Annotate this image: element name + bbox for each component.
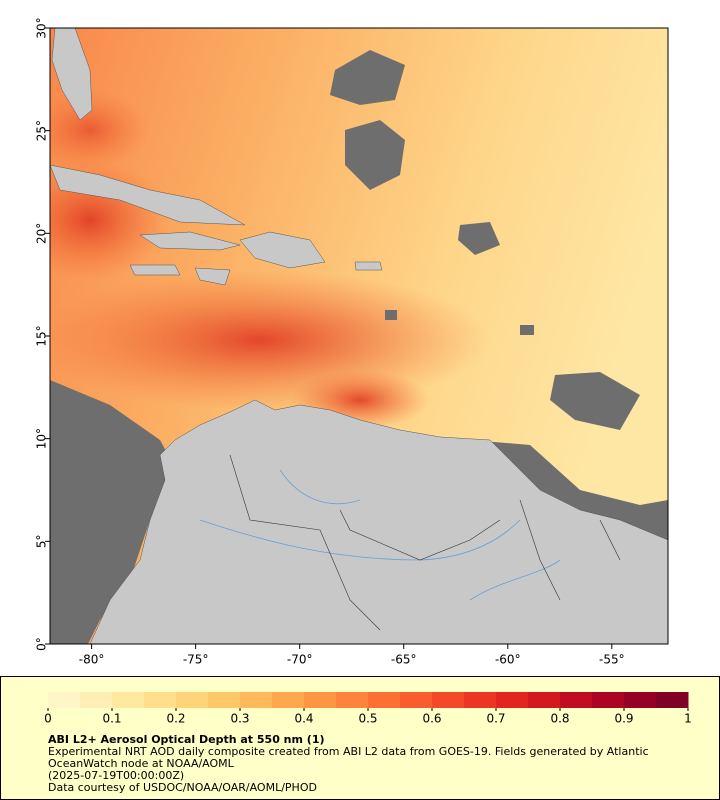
x-tick-label: -70° — [287, 653, 313, 667]
title: ABI L2+ Aerosol Optical Depth at 550 nm … — [48, 733, 325, 746]
colorbar-swatch — [656, 692, 689, 708]
map-area — [50, 28, 668, 644]
x-tick-label: -65° — [391, 653, 417, 667]
colorbar-swatch — [240, 692, 273, 708]
colorbar-swatch — [176, 692, 209, 708]
date: (2025-07-19T00:00:00Z) — [48, 769, 185, 782]
colorbar-tick-label: 0.6 — [422, 712, 441, 726]
colorbar-swatch — [560, 692, 593, 708]
colorbar-tick-label: 0.5 — [358, 712, 377, 726]
colorbar-swatch — [432, 692, 465, 708]
colorbar-swatch — [496, 692, 529, 708]
colorbar-swatch — [528, 692, 561, 708]
y-tick-label: 10° — [35, 428, 49, 449]
y-tick-label: 20° — [35, 223, 49, 244]
y-tick-label: 25° — [35, 120, 49, 141]
colorbar-swatch — [304, 692, 337, 708]
colorbar-swatch — [80, 692, 113, 708]
y-tick-label: 5° — [35, 535, 49, 549]
y-tick-label: 0° — [35, 637, 49, 651]
colorbar-swatch — [368, 692, 401, 708]
map: -80° -75° -70° -65° -60° -55° 0° 5° 10° 15° 20° 25°… — [35, 17, 692, 726]
colorbar-swatch — [48, 692, 81, 708]
x-tick-label: -75° — [183, 653, 209, 667]
credit: Data courtesy of USDOC/NOAA/OAR/AOML/PHO… — [48, 781, 317, 794]
colorbar-swatch — [144, 692, 177, 708]
y-tick-label: 15° — [35, 325, 49, 346]
colorbar-tick-label: 0.9 — [614, 712, 633, 726]
colorbar-swatch — [400, 692, 433, 708]
x-tick-label: -60° — [495, 653, 521, 667]
colorbar-tick-label: 0 — [44, 712, 52, 726]
colorbar-swatch — [624, 692, 657, 708]
colorbar-swatch — [112, 692, 145, 708]
colorbar-tick-label: 0.1 — [102, 712, 121, 726]
caption: ABI L2+ Aerosol Optical Depth at 550 nm … — [48, 734, 688, 794]
colorbar-tick-label: 0.7 — [486, 712, 505, 726]
colorbar-tick-label: 1 — [684, 712, 692, 726]
colorbar-tick-label: 0.8 — [550, 712, 569, 726]
colorbar-swatch — [336, 692, 369, 708]
colorbar-swatch — [592, 692, 625, 708]
colorbar-swatch — [272, 692, 305, 708]
colorbar-tick-label: 0.4 — [294, 712, 313, 726]
description: Experimental NRT AOD daily composite cre… — [48, 745, 649, 770]
colorbar-swatch — [464, 692, 497, 708]
x-tick-label: -80° — [79, 653, 105, 667]
y-tick-label: 30° — [35, 17, 49, 38]
x-tick-label: -55° — [599, 653, 625, 667]
colorbar-swatch — [208, 692, 241, 708]
colorbar-tick-label: 0.3 — [230, 712, 249, 726]
colorbar-tick-label: 0.2 — [166, 712, 185, 726]
